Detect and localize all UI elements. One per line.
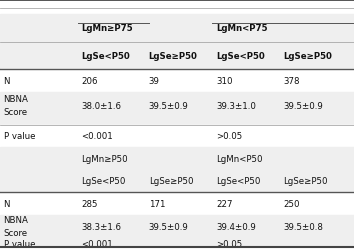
Text: N: N: [4, 199, 10, 208]
Text: 171: 171: [149, 199, 165, 208]
Text: Score: Score: [4, 108, 28, 117]
Text: LgSe<P50: LgSe<P50: [216, 177, 260, 186]
Bar: [0, 70, 354, 92]
Bar: [0, 170, 354, 192]
Text: LgSe≥P50: LgSe≥P50: [149, 177, 193, 186]
Text: LgSe<P50: LgSe<P50: [81, 52, 130, 61]
Text: 39.5±0.8: 39.5±0.8: [283, 222, 323, 231]
Text: LgSe≥P50: LgSe≥P50: [149, 52, 198, 61]
Text: LgMn≥P50: LgMn≥P50: [81, 154, 128, 163]
Text: LgSe<P50: LgSe<P50: [81, 177, 126, 186]
Text: LgSe≥P50: LgSe≥P50: [283, 52, 332, 61]
Text: Score: Score: [4, 228, 28, 237]
Text: LgMn≥P75: LgMn≥P75: [81, 24, 133, 33]
Text: >0.05: >0.05: [216, 239, 242, 248]
Bar: [0, 15, 354, 42]
Text: NBNA: NBNA: [4, 215, 28, 224]
Bar: [0, 0, 354, 15]
Text: 250: 250: [283, 199, 300, 208]
Text: LgMn<P75: LgMn<P75: [216, 24, 267, 33]
Text: 39.5±0.9: 39.5±0.9: [283, 102, 323, 111]
Text: <0.001: <0.001: [81, 132, 113, 141]
Text: LgMn<P50: LgMn<P50: [216, 154, 262, 163]
Text: 378: 378: [283, 77, 300, 86]
Bar: [0, 92, 354, 125]
Text: 39.4±0.9: 39.4±0.9: [216, 222, 256, 231]
Text: LgSe<P50: LgSe<P50: [216, 52, 265, 61]
Text: 38.3±1.6: 38.3±1.6: [81, 222, 121, 231]
Bar: [0, 125, 354, 148]
Bar: [0, 248, 354, 250]
Bar: [0, 148, 354, 170]
Text: LgSe≥P50: LgSe≥P50: [283, 177, 328, 186]
Bar: [0, 42, 354, 70]
Text: P value: P value: [4, 132, 35, 141]
Text: >0.05: >0.05: [216, 132, 242, 141]
Text: N: N: [4, 77, 10, 86]
Text: 39.3±1.0: 39.3±1.0: [216, 102, 256, 111]
Text: 310: 310: [216, 77, 233, 86]
Text: 39: 39: [149, 77, 160, 86]
Text: P value: P value: [4, 239, 35, 248]
Text: 206: 206: [81, 77, 98, 86]
Bar: [0, 192, 354, 215]
Bar: [0, 215, 354, 248]
Text: 227: 227: [216, 199, 233, 208]
Text: 39.5±0.9: 39.5±0.9: [149, 102, 188, 111]
Text: 38.0±1.6: 38.0±1.6: [81, 102, 121, 111]
Text: 285: 285: [81, 199, 98, 208]
Text: 39.5±0.9: 39.5±0.9: [149, 222, 188, 231]
Text: NBNA: NBNA: [4, 95, 28, 104]
Text: <0.001: <0.001: [81, 239, 113, 248]
